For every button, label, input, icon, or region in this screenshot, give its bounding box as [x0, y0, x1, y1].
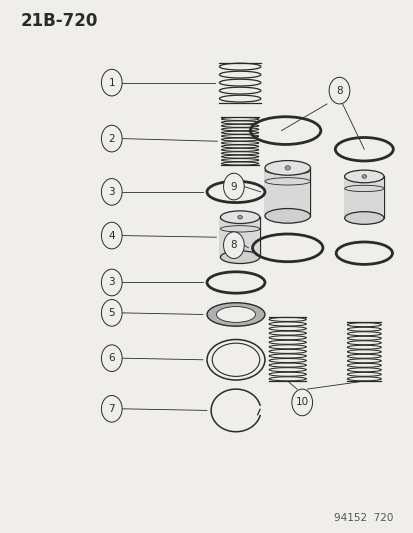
Ellipse shape: [264, 208, 310, 223]
Text: 1: 1: [108, 78, 115, 87]
Circle shape: [101, 300, 122, 326]
Ellipse shape: [220, 251, 259, 263]
Ellipse shape: [206, 303, 264, 326]
Bar: [264, 168, 310, 216]
Bar: [220, 217, 259, 257]
Text: 6: 6: [108, 353, 115, 363]
Circle shape: [101, 345, 122, 372]
Circle shape: [101, 269, 122, 296]
Ellipse shape: [361, 174, 366, 179]
Text: 9: 9: [230, 182, 237, 191]
Circle shape: [101, 125, 122, 152]
Text: 8: 8: [230, 240, 237, 250]
Text: 10: 10: [295, 398, 308, 407]
Circle shape: [101, 395, 122, 422]
Ellipse shape: [220, 211, 259, 223]
Bar: [344, 176, 383, 218]
Circle shape: [101, 222, 122, 249]
Ellipse shape: [284, 166, 290, 170]
Text: 3: 3: [108, 187, 115, 197]
Circle shape: [101, 179, 122, 205]
Text: 2: 2: [108, 134, 115, 143]
Circle shape: [291, 389, 312, 416]
Text: 5: 5: [108, 308, 115, 318]
Text: 21B-720: 21B-720: [21, 12, 98, 30]
Circle shape: [101, 69, 122, 96]
Text: 8: 8: [335, 86, 342, 95]
Text: 4: 4: [108, 231, 115, 240]
Ellipse shape: [216, 306, 255, 322]
Text: 94152  720: 94152 720: [333, 513, 392, 523]
Circle shape: [328, 77, 349, 104]
Ellipse shape: [237, 215, 242, 219]
Ellipse shape: [344, 170, 383, 183]
Ellipse shape: [264, 160, 310, 175]
Circle shape: [223, 232, 244, 259]
Circle shape: [223, 173, 244, 200]
Text: 7: 7: [108, 404, 115, 414]
Ellipse shape: [344, 212, 383, 224]
Text: 3: 3: [108, 278, 115, 287]
